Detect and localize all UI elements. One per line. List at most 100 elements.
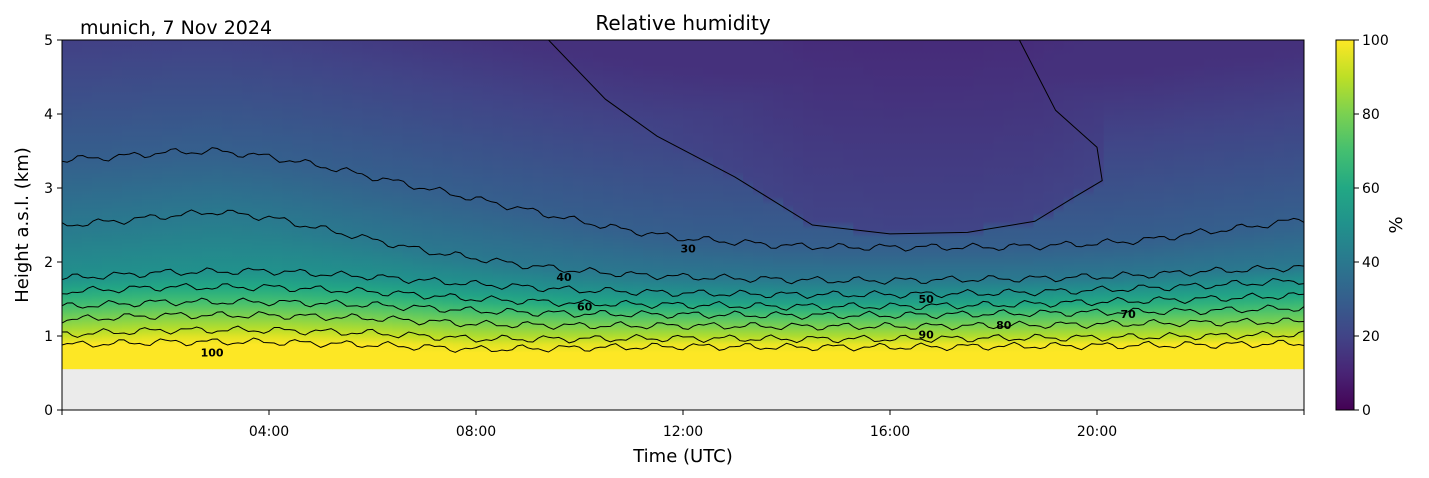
y-tick-label: 0	[44, 403, 53, 419]
field-column	[783, 40, 794, 370]
y-tick-label: 4	[44, 107, 53, 123]
field-column	[1183, 40, 1195, 370]
contour-line-60	[62, 282, 1304, 311]
y-axis-ticks: 0 1 2 3 4 5	[44, 33, 62, 419]
field-column	[1113, 40, 1125, 370]
field-column	[923, 40, 935, 370]
field-column	[302, 40, 314, 370]
field-column	[713, 40, 724, 370]
field-column	[1153, 40, 1165, 370]
field-column	[322, 40, 334, 370]
field-column	[833, 40, 844, 370]
field-column	[112, 40, 123, 370]
field-column	[733, 40, 744, 370]
field-column	[152, 40, 163, 370]
contour-label-50: 50	[919, 293, 935, 306]
x-tick-label: 20:00	[1077, 424, 1117, 440]
field-column	[1273, 40, 1285, 370]
field-column	[853, 40, 864, 370]
field-column	[1193, 40, 1205, 370]
contour-line-50	[62, 267, 1304, 299]
field-column	[412, 40, 424, 370]
field-column	[632, 40, 644, 370]
field-column	[442, 40, 454, 370]
x-tick-label: 04:00	[249, 424, 289, 440]
field-column	[683, 40, 694, 370]
x-axis-label: Time (UTC)	[632, 446, 733, 467]
field-column	[1283, 40, 1295, 370]
field-column	[292, 40, 303, 370]
contour-label-60: 60	[577, 300, 593, 313]
field-column	[1083, 40, 1095, 370]
field-column	[202, 40, 213, 370]
y-tick-label: 5	[44, 33, 53, 49]
field-column	[793, 40, 804, 370]
field-column	[873, 40, 884, 370]
field-column	[652, 40, 664, 370]
field-column	[943, 40, 955, 370]
field-column	[1013, 40, 1025, 370]
field-column	[1063, 40, 1075, 370]
field-column	[823, 40, 834, 370]
field-column	[372, 40, 384, 370]
field-column	[903, 40, 914, 370]
field-column	[552, 40, 564, 370]
field-column	[432, 40, 444, 370]
field-column	[282, 40, 293, 370]
field-column	[693, 40, 704, 370]
field-column	[1053, 40, 1065, 370]
field-column	[562, 40, 574, 370]
field-column	[332, 40, 344, 370]
field-column	[382, 40, 394, 370]
field-column	[953, 40, 965, 370]
field-column	[362, 40, 374, 370]
field-column	[542, 40, 554, 370]
field-column	[662, 40, 674, 370]
x-tick-label: 12:00	[663, 424, 703, 440]
field-column	[1133, 40, 1145, 370]
contour-labels: 30 40 60 50 80 70 90 100	[201, 243, 1136, 360]
colorbar-label: %	[1386, 216, 1407, 233]
field-column	[472, 40, 484, 370]
chart-title: Relative humidity	[595, 11, 770, 35]
field-column	[723, 40, 734, 370]
colorbar	[1335, 39, 1355, 411]
field-column	[893, 40, 904, 370]
field-column	[773, 40, 784, 370]
field-column	[522, 40, 534, 370]
field-column	[212, 40, 223, 370]
field-column	[72, 40, 83, 370]
field-column	[1093, 40, 1105, 370]
field-column	[572, 40, 584, 370]
field-column	[1233, 40, 1245, 370]
field-column	[402, 40, 414, 370]
field-column	[312, 40, 324, 370]
colorbar-tick-label: 0	[1362, 403, 1371, 419]
field-column	[132, 40, 143, 370]
field-column	[462, 40, 474, 370]
field-column	[252, 40, 263, 370]
field-column	[92, 40, 103, 370]
field-column	[222, 40, 233, 370]
field-column	[763, 40, 774, 370]
field-column	[973, 40, 985, 370]
field-column	[1043, 40, 1055, 370]
contour-label-40: 40	[556, 271, 572, 284]
field-column	[142, 40, 153, 370]
contour-line-40	[62, 209, 1304, 285]
colorbar-tick-label: 40	[1362, 255, 1380, 271]
field-column	[1033, 40, 1045, 370]
y-tick-label: 2	[44, 255, 53, 271]
field-column	[592, 40, 604, 370]
contour-label-70: 70	[1120, 308, 1136, 321]
field-column	[913, 40, 924, 370]
colorbar-tick-label: 100	[1362, 33, 1389, 49]
x-tick-label: 08:00	[456, 424, 496, 440]
y-tick-label: 3	[44, 181, 53, 197]
contour-line-90	[62, 325, 1304, 344]
field-column	[753, 40, 764, 370]
contour-label-30: 30	[681, 243, 697, 256]
location-date-label: munich, 7 Nov 2024	[80, 17, 272, 39]
contour-lines	[62, 40, 1304, 410]
